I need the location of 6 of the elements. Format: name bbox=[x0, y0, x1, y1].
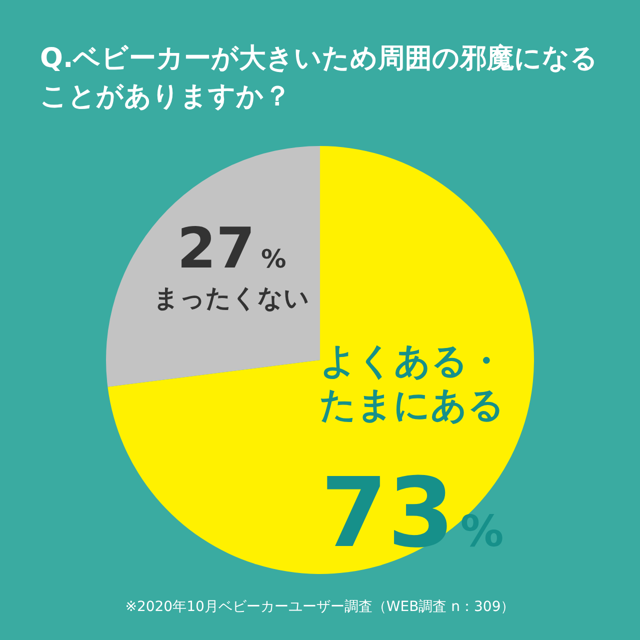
slice-label: よくある・たまにある bbox=[320, 341, 505, 426]
data-label: 73% bbox=[320, 457, 504, 570]
text: ※2020年10月ベビーカーユーザー調査（WEB調査 n：309） bbox=[124, 598, 516, 616]
chart-title: Q.ベビーカーが大きいため周囲の邪魔になることがありますか？ bbox=[40, 42, 600, 114]
slice-label: まったくない bbox=[154, 284, 310, 313]
data-label: 27% bbox=[177, 216, 286, 282]
